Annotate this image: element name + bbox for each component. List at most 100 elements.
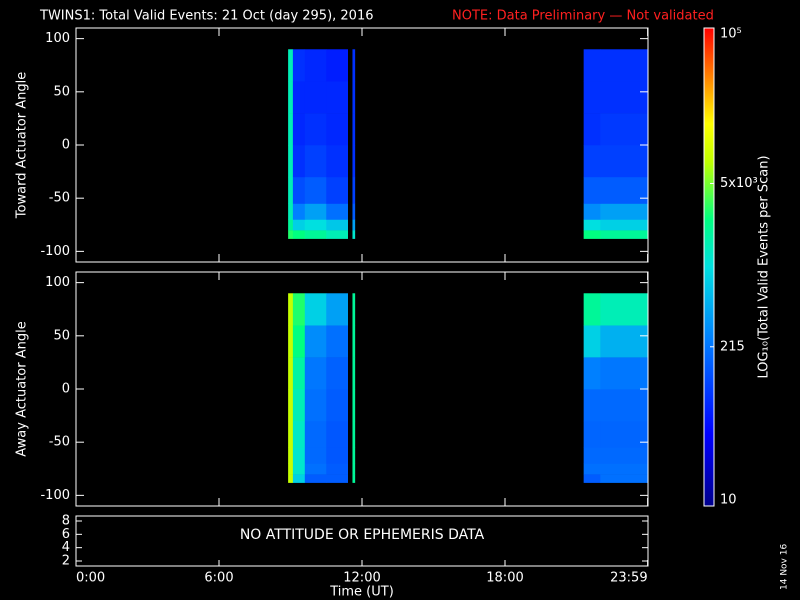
heatmap-cell [352, 474, 356, 483]
heatmap-cell [600, 357, 649, 390]
x-tick-label: 0:00 [76, 571, 105, 586]
heatmap-cell [292, 230, 306, 239]
heatmap-cell [352, 325, 356, 358]
heatmap-cell [326, 230, 348, 239]
heatmap-cell [600, 113, 649, 146]
heatmap-cell [292, 463, 306, 475]
heatmap-cell [600, 230, 649, 239]
heatmap-cell [352, 81, 356, 114]
heatmap-cell [288, 325, 294, 358]
heatmap-cell [583, 145, 601, 178]
y-tick-label: -100 [40, 244, 70, 259]
heatmap-cell [352, 463, 356, 475]
heatmap-cell [292, 219, 306, 231]
heatmap-cell [304, 49, 327, 82]
heatmap-cell [304, 203, 327, 220]
heatmap-cell [583, 420, 601, 448]
heatmap-cell [600, 293, 649, 326]
heatmap-cell [292, 293, 306, 326]
heatmap-cell [583, 325, 601, 358]
heatmap-cell [292, 474, 306, 483]
heatmap-cell [292, 389, 306, 422]
panel-frame [75, 27, 649, 263]
heatmap-cell [583, 389, 601, 422]
y-tick-label: 0 [62, 138, 70, 153]
x-tick-label: 18:00 [486, 571, 523, 586]
heatmap-cell [583, 219, 601, 231]
heatmap-cell [600, 203, 649, 220]
heatmap-cell [326, 49, 348, 82]
heatmap-cell [326, 357, 348, 390]
colorbar-label: LOG₁₀(Total Valid Events per Scan) [757, 155, 772, 378]
heatmap-cell [288, 447, 294, 464]
heatmap-cell [288, 293, 294, 326]
heatmap-cell [600, 145, 649, 178]
heatmap-cell [600, 463, 649, 475]
heatmap-cell [600, 447, 649, 464]
date-stamp: 14 Nov 16 [780, 544, 790, 590]
heatmap-cell [600, 420, 649, 448]
x-tick-label: 12:00 [343, 571, 380, 586]
colorbar-tick-label: 215 [720, 339, 745, 354]
heatmap-cell [288, 357, 294, 390]
heatmap-cell [583, 113, 601, 146]
y-tick-label: 100 [45, 275, 70, 290]
y-axis-label: Away Actuator Angle [15, 321, 30, 456]
heatmap-cell [292, 420, 306, 448]
heatmap-cell [352, 49, 356, 82]
heatmap-cell [304, 463, 327, 475]
heatmap-cell [583, 203, 601, 220]
y-axis-label: Toward Actuator Angle [15, 72, 30, 219]
y-tick-label: 50 [53, 84, 70, 99]
x-tick-label: 23:59 [610, 571, 647, 586]
heatmap-cell [326, 293, 348, 326]
heatmap-cell [352, 293, 356, 326]
heatmap-cell [292, 81, 306, 114]
heatmap-cell [288, 389, 294, 422]
heatmap-cell [352, 203, 356, 220]
heatmap-cell [304, 176, 327, 204]
colorbar-tick-label: 5x10³ [720, 176, 758, 191]
heatmap-cell [326, 203, 348, 220]
heatmap-cell [288, 176, 294, 204]
heatmap-cell [352, 389, 356, 422]
heatmap-cell [292, 357, 306, 390]
heatmap-cell [583, 474, 601, 483]
heatmap-cell [583, 81, 601, 114]
colorbar-tick-label: 10 [720, 493, 737, 508]
heatmap-cell [288, 230, 294, 239]
heatmap-cell [292, 447, 306, 464]
heatmap-cell [292, 176, 306, 204]
heatmap-cell [292, 49, 306, 82]
heatmap-cell [326, 113, 348, 146]
heatmap-cell [600, 49, 649, 82]
heatmap-cell [326, 145, 348, 178]
heatmap-cell [304, 325, 327, 358]
annotation: NO ATTITUDE OR EPHEMERIS DATA [240, 527, 485, 543]
y-tick-label: -50 [49, 435, 70, 450]
colorbar [703, 27, 715, 507]
heatmap-cell [288, 420, 294, 448]
panel-frame [75, 271, 649, 507]
heatmap-cell [326, 81, 348, 114]
heatmap-cell [288, 145, 294, 178]
heatmap-cell [288, 113, 294, 146]
heatmap-cell [583, 447, 601, 464]
colorbar-tick-label: 10⁵ [720, 27, 742, 42]
heatmap-cell [600, 219, 649, 231]
heatmap-cell [583, 230, 601, 239]
y-tick-label: 2 [62, 554, 70, 569]
heatmap-cell [292, 113, 306, 146]
heatmap-cell [352, 420, 356, 448]
heatmap-cell [600, 474, 649, 483]
y-tick-label: -100 [40, 488, 70, 503]
heatmap-cell [352, 357, 356, 390]
heatmap-cell [600, 81, 649, 114]
y-tick-label: 0 [62, 382, 70, 397]
heatmap-cell [292, 325, 306, 358]
heatmap-cell [352, 219, 356, 231]
heatmap-cell [326, 219, 348, 231]
heatmap-cell [304, 389, 327, 422]
heatmap-cell [583, 49, 601, 82]
y-tick-label: -50 [49, 191, 70, 206]
